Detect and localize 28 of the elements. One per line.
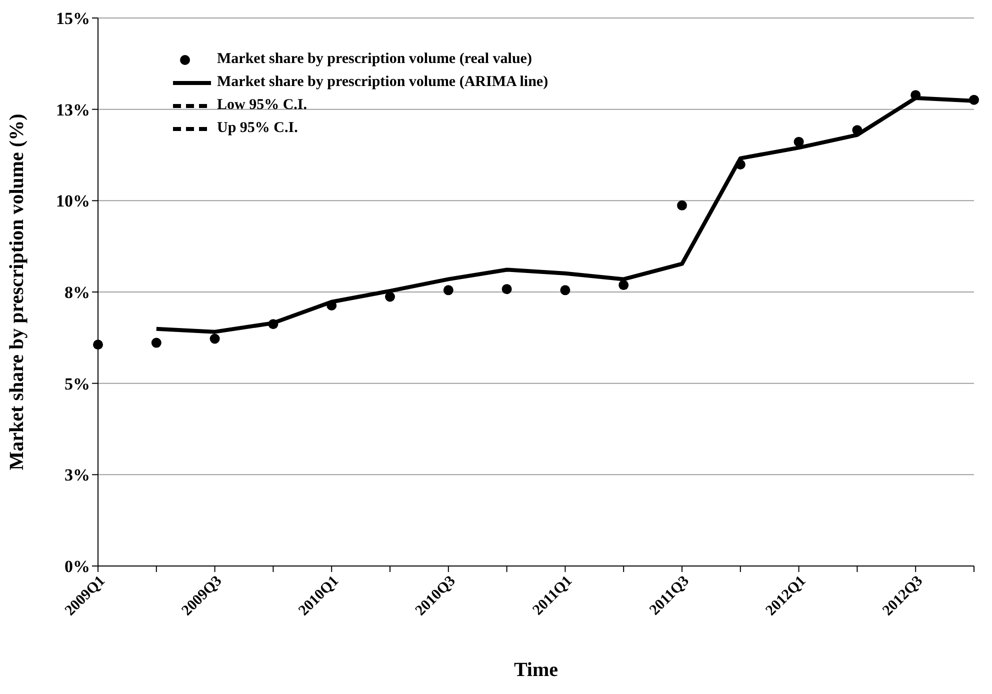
point: [735, 160, 746, 170]
legend-label: Up 95% C.I.: [217, 120, 298, 137]
point: [268, 319, 278, 330]
legend-label: Low 95% C.I.: [217, 97, 308, 114]
y-tick-label: 15%: [56, 9, 90, 28]
y-tick-label: 3%: [64, 466, 90, 485]
point: [385, 292, 395, 302]
point: [677, 200, 687, 210]
y-tick-label: 8%: [64, 283, 90, 302]
point: [618, 280, 629, 290]
point: [210, 334, 220, 344]
point: [910, 90, 921, 100]
point: [502, 284, 512, 294]
point: [560, 285, 570, 296]
point: [443, 285, 454, 296]
legend-label: Market share by prescription volume (ARIMA line): [217, 74, 548, 91]
y-tick-label: 0%: [64, 557, 90, 576]
y-axis-title: Market share by prescription volume (%): [6, 114, 28, 470]
point: [794, 136, 804, 147]
y-tick-label: 13%: [56, 100, 90, 120]
point: [852, 125, 862, 136]
point: [151, 338, 162, 348]
y-tick-label: 5%: [64, 374, 90, 394]
point: [93, 340, 103, 350]
x-axis-title: Time: [514, 659, 558, 681]
legend-label: Market share by prescription volume (real value): [217, 51, 532, 68]
y-tick-label: 10%: [56, 192, 90, 211]
point: [969, 94, 979, 105]
